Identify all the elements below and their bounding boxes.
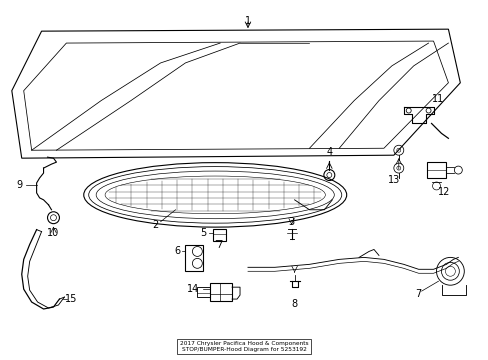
- Text: 10: 10: [47, 228, 60, 238]
- Text: 6: 6: [174, 247, 180, 256]
- Text: 1: 1: [244, 16, 250, 26]
- Text: 3: 3: [288, 217, 294, 227]
- Text: 12: 12: [437, 187, 450, 197]
- Text: 2017 Chrysler Pacifica Hood & Components
STOP/BUMPER-Hood Diagram for 5253192: 2017 Chrysler Pacifica Hood & Components…: [179, 341, 308, 352]
- Text: 9: 9: [17, 180, 23, 190]
- Text: 8: 8: [291, 299, 297, 309]
- Text: 11: 11: [431, 94, 444, 104]
- Text: 14: 14: [187, 284, 199, 294]
- Text: 15: 15: [65, 294, 78, 304]
- Text: 2: 2: [152, 220, 159, 230]
- Text: 5: 5: [200, 228, 206, 238]
- Text: 7: 7: [415, 289, 421, 299]
- Text: 4: 4: [325, 147, 332, 157]
- Text: 13: 13: [387, 175, 399, 185]
